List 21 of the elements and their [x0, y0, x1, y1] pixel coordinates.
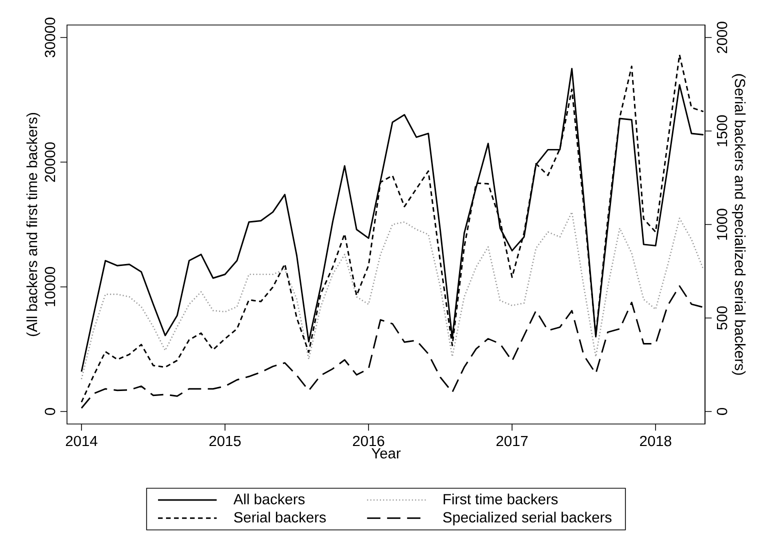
x-tick-label: 2017	[496, 436, 528, 446]
y-tick-label: 10000	[44, 267, 56, 306]
y2-axis-title: (Serial backers and specialized serial backers)	[732, 74, 746, 375]
x-tick-label: 2014	[66, 436, 98, 446]
x-tick-label: 2018	[640, 436, 672, 446]
y-tick-label: 20000	[44, 142, 56, 182]
y2-tick-label: 0	[716, 408, 728, 415]
y-tick-label: 0	[44, 408, 56, 416]
legend-label: All backers	[233, 494, 305, 504]
legend-label: Specialized serial backers	[443, 512, 612, 526]
y-axis-title: (All backers and first time backers)	[26, 112, 40, 336]
legend-label: Serial backers	[234, 512, 326, 523]
y-tick-label: 30000	[44, 18, 56, 58]
y2-tick-label: 2000	[716, 22, 728, 54]
legend-label: First time backers	[444, 494, 558, 504]
x-axis-title: Year	[372, 448, 401, 458]
x-tick-label: 2015	[209, 436, 241, 446]
x-tick-label: 2016	[352, 436, 384, 446]
y2-tick-label: 1500	[716, 115, 728, 146]
y2-tick-label: 1000	[716, 208, 728, 240]
y2-tick-label: 500	[716, 306, 728, 330]
